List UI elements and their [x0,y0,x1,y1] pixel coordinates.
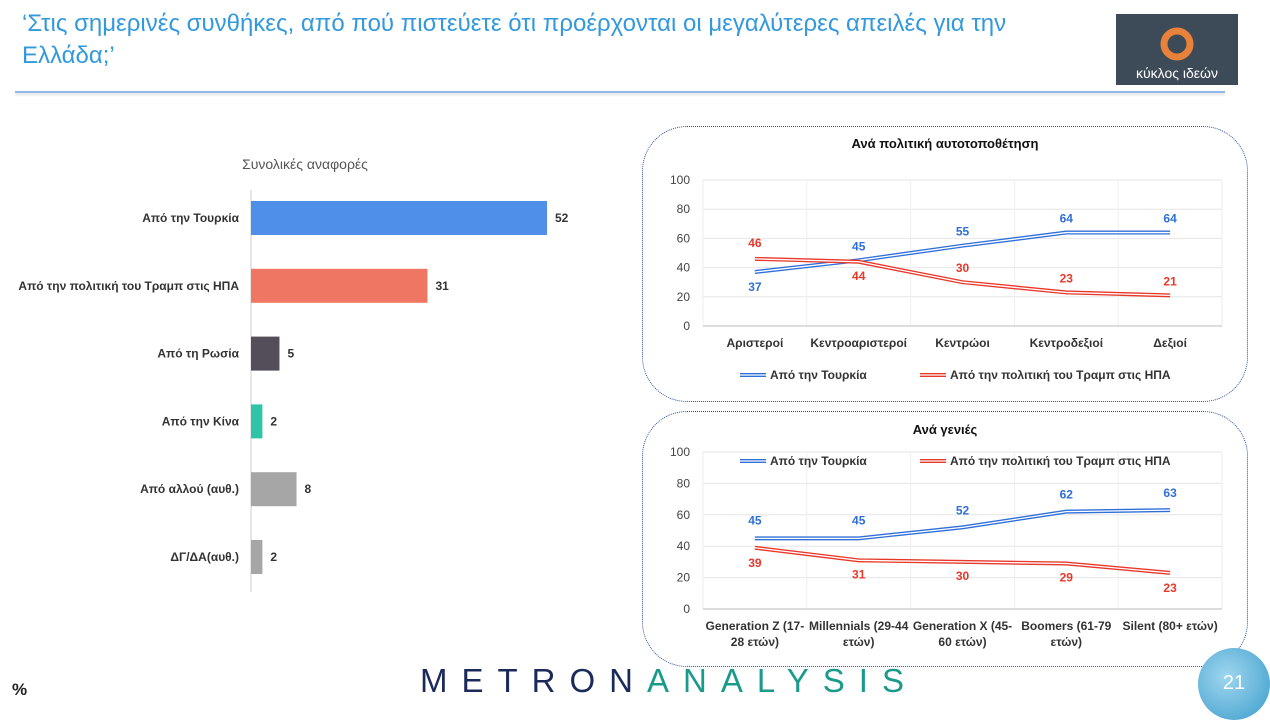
legend-label: Από την Τουρκία [770,368,867,382]
x-tick-label: Generation Z (17- [706,619,805,633]
generations-line-chart: Ανά γενιές 0 20 40 60 80 100 Generation Z (17- 2… [670,422,1223,649]
x-tick-label: Boomers (61-79 [1021,619,1111,633]
ideology-line-chart: Ανά πολιτική αυτοτοποθέτηση 0 20 40 60 80 100 Α… [670,136,1223,382]
series-line-inner [754,547,1171,574]
x-tick-label: Generation X (45- [913,619,1012,633]
bar-value-label: 5 [287,347,294,361]
x-tick-label: Κεντρώοι [935,336,990,350]
page-number: 21 [1198,648,1270,720]
line-chart-title: Ανά γενιές [913,422,978,437]
x-tick-label: Δεξιοί [1153,336,1187,350]
x-tick-label: Κεντροαριστεροί [810,336,907,350]
bar [251,201,547,235]
bar-category-label: Από την Κίνα [162,414,240,428]
data-label: 31 [852,567,866,581]
legend-label: Από την πολιτική του Τραμπ στις ΗΠΑ [950,368,1171,382]
y-tick-label: 100 [670,445,690,459]
bar-value-label: 8 [305,482,312,496]
x-tick-label: Millennials (29-44 [809,619,909,633]
x-tick-label: 28 ετών) [731,635,779,649]
data-label: 23 [1163,581,1177,595]
bar-category-label: ΔΓ/ΔΑ(αυθ.) [170,550,239,564]
x-tick-label: Silent (80+ ετών) [1122,619,1217,633]
y-tick-label: 80 [677,476,691,490]
series-line-inner [754,258,1171,296]
generations-panel [642,411,1248,667]
data-label: 45 [852,513,866,527]
data-label: 21 [1163,274,1177,288]
data-label: 44 [852,269,866,283]
data-label: 46 [748,236,762,250]
metron-analysis-logo: METRONANALYSIS [420,662,918,700]
logo-text: κύκλος ιδεών [1136,65,1218,81]
data-label: 55 [956,225,970,239]
data-label: 45 [852,239,866,253]
data-label: 63 [1163,486,1177,500]
y-tick-label: 20 [677,571,691,585]
bar-value-label: 2 [270,550,277,564]
y-tick-label: 40 [677,539,691,553]
data-label: 30 [956,261,970,275]
line-chart-title: Ανά πολιτική αυτοτοποθέτηση [852,136,1039,151]
bar-value-label: 52 [555,211,569,225]
unit-label: % [12,680,28,699]
data-label: 64 [1060,212,1074,226]
y-tick-label: 0 [683,319,690,333]
data-label: 45 [748,513,762,527]
x-tick-label: ετών) [1051,635,1083,649]
legend-label: Από την Τουρκία [770,454,867,468]
brand-b: ANALYSIS [647,662,918,699]
bar [251,404,263,439]
data-label: 23 [1060,271,1074,285]
data-label: 52 [956,503,970,517]
y-tick-label: 20 [677,290,691,304]
data-label: 64 [1163,212,1177,226]
title-divider [15,91,1225,93]
y-tick-label: 80 [677,202,691,216]
bar-chart-title: Συνολικές αναφορές [242,156,368,172]
y-tick-label: 60 [677,508,691,522]
bar-category-label: Από τη Ρωσία [157,347,239,361]
bar [251,540,263,574]
y-tick-label: 0 [683,602,690,616]
data-label: 62 [1060,488,1074,502]
bar-category-label: Από την πολιτική του Τραμπ στις ΗΠΑ [18,279,239,293]
data-label: 29 [1060,570,1074,584]
x-tick-label: Αριστεροί [727,336,784,350]
bar [251,472,297,507]
logo-ring-icon [1160,27,1194,61]
page-title: ‘Στις σημερινές συνθήκες, από πού πιστεύ… [22,10,1007,69]
brand-a: METRON [420,662,647,699]
ideology-panel [642,126,1248,402]
data-label: 30 [956,569,970,583]
y-tick-label: 60 [677,231,691,245]
y-tick-label: 100 [670,173,690,187]
series-line-inner [754,509,1171,539]
bar-category-label: Από αλλού (αυθ.) [140,482,239,496]
x-tick-label: 60 ετών) [938,635,986,649]
bar-value-label: 31 [435,279,449,293]
x-tick-label: Κεντροδεξιοί [1030,336,1103,350]
y-tick-label: 40 [677,261,691,275]
series-line-inner [754,231,1171,273]
data-label: 39 [748,556,762,570]
x-tick-label: ετών) [843,635,875,649]
bar-value-label: 2 [270,414,277,428]
bar-category-label: Από την Τουρκία [142,211,239,225]
legend-label: Από την πολιτική του Τραμπ στις ΗΠΑ [950,454,1171,468]
bar [251,268,428,303]
bar [251,336,280,371]
kyklos-ideon-logo: κύκλος ιδεών [1116,14,1238,85]
data-label: 37 [748,280,762,294]
